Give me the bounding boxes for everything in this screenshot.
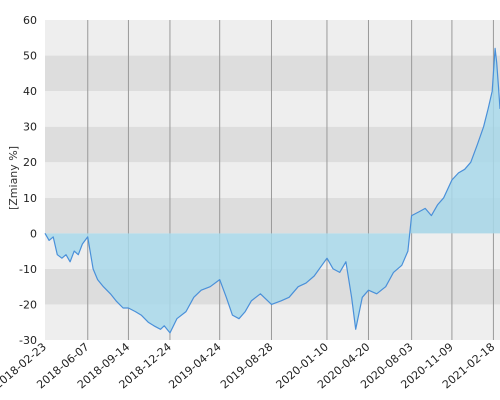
x-tick-label: 2019-08-28	[218, 340, 275, 391]
grid-band	[45, 55, 500, 92]
y-tick-label: 50	[23, 50, 37, 63]
y-tick-label: 10	[23, 192, 37, 205]
y-tick-label: -10	[19, 263, 37, 276]
y-tick-label: 40	[23, 85, 37, 98]
y-tick-label: -30	[19, 334, 37, 347]
y-tick-label: -20	[19, 298, 37, 311]
y-tick-label: 20	[23, 156, 37, 169]
x-axis-ticks: 2018-02-232018-06-072018-09-142018-12-24…	[0, 340, 497, 391]
grid-band	[45, 20, 500, 56]
series-line	[44, 47, 500, 334]
y-tick-label: 60	[23, 14, 37, 27]
y-tick-label: 0	[30, 227, 37, 240]
grid-band	[45, 91, 500, 127]
y-tick-label: 30	[23, 121, 37, 134]
grid-band	[45, 304, 500, 340]
background-bands	[45, 20, 500, 340]
series-fill	[45, 48, 500, 333]
x-tick-label: 2019-04-24	[166, 340, 223, 391]
grid-band	[45, 126, 500, 163]
series-area	[44, 47, 500, 334]
y-axis-label: [Zmiany %]	[7, 146, 20, 210]
y-axis-ticks: -30 -20 -10 0 10 20 30 40 50 60	[19, 14, 37, 347]
grid-band	[45, 162, 500, 198]
